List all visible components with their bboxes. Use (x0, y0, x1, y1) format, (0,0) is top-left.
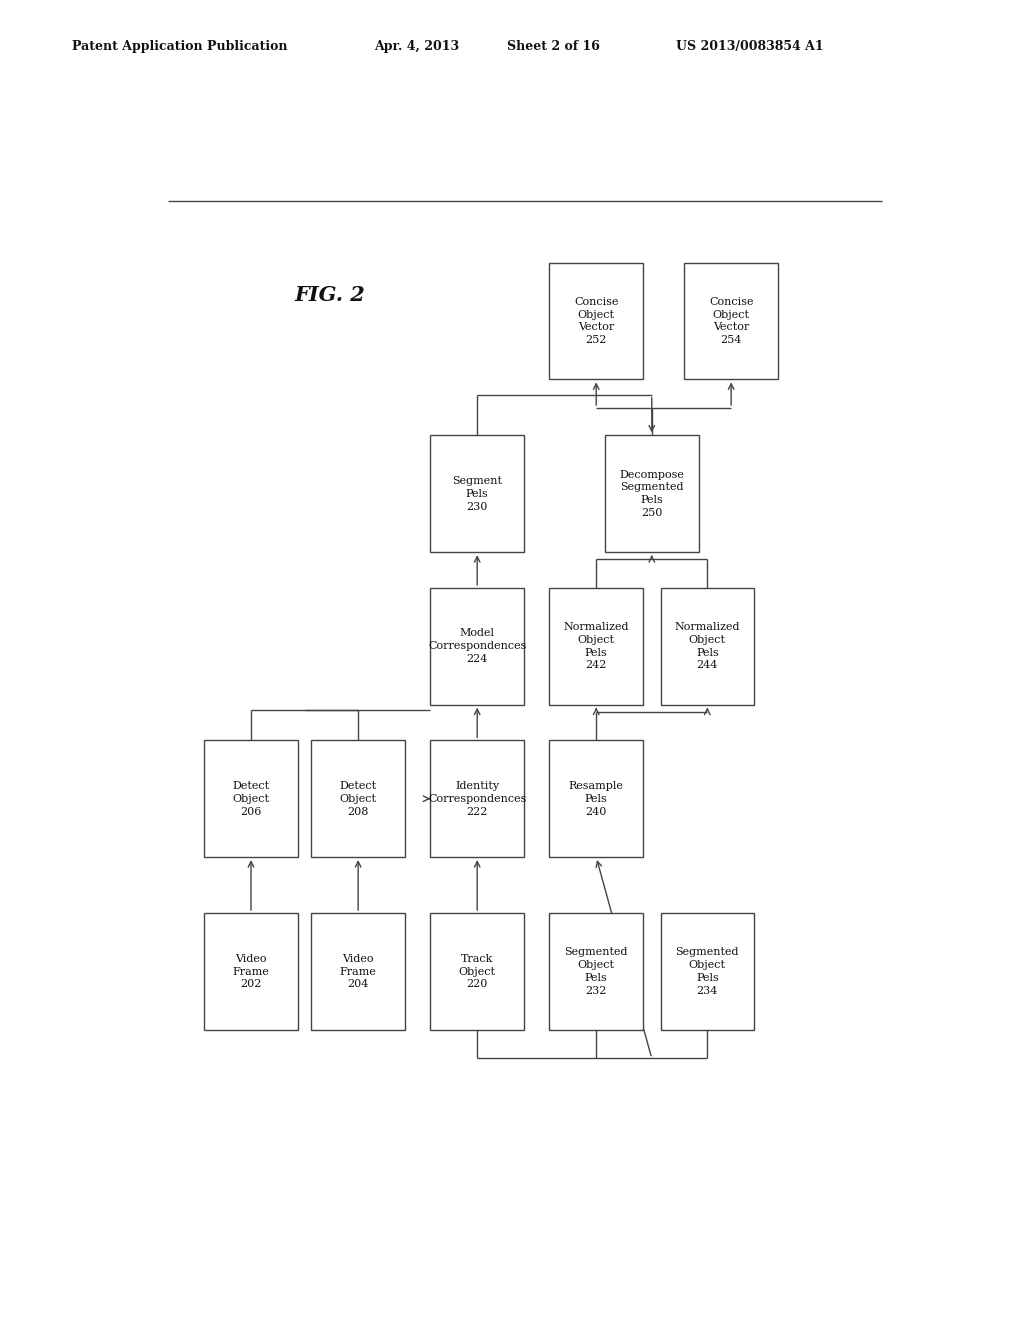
Text: Resample
Pels
240: Resample Pels 240 (568, 781, 624, 817)
Text: Video
Frame
204: Video Frame 204 (340, 954, 377, 989)
Text: Normalized
Object
Pels
244: Normalized Object Pels 244 (675, 622, 740, 671)
FancyBboxPatch shape (430, 741, 524, 857)
Text: US 2013/0083854 A1: US 2013/0083854 A1 (676, 40, 823, 53)
Text: Detect
Object
206: Detect Object 206 (232, 781, 269, 817)
FancyBboxPatch shape (430, 913, 524, 1030)
FancyBboxPatch shape (684, 263, 778, 379)
FancyBboxPatch shape (204, 913, 298, 1030)
Text: Segmented
Object
Pels
232: Segmented Object Pels 232 (564, 948, 628, 995)
FancyBboxPatch shape (430, 587, 524, 705)
Text: Concise
Object
Vector
254: Concise Object Vector 254 (709, 297, 754, 346)
FancyBboxPatch shape (311, 741, 404, 857)
Text: Model
Correspondences
224: Model Correspondences 224 (428, 628, 526, 664)
Text: Segmented
Object
Pels
234: Segmented Object Pels 234 (676, 948, 739, 995)
Text: Decompose
Segmented
Pels
250: Decompose Segmented Pels 250 (620, 470, 684, 517)
FancyBboxPatch shape (550, 263, 643, 379)
Text: Apr. 4, 2013: Apr. 4, 2013 (374, 40, 459, 53)
Text: Track
Object
220: Track Object 220 (459, 954, 496, 989)
Text: Identity
Correspondences
222: Identity Correspondences 222 (428, 781, 526, 817)
FancyBboxPatch shape (660, 913, 754, 1030)
FancyBboxPatch shape (660, 587, 754, 705)
Text: Concise
Object
Vector
252: Concise Object Vector 252 (574, 297, 618, 346)
Text: Patent Application Publication: Patent Application Publication (72, 40, 287, 53)
FancyBboxPatch shape (605, 436, 698, 552)
Text: Sheet 2 of 16: Sheet 2 of 16 (507, 40, 600, 53)
FancyBboxPatch shape (550, 741, 643, 857)
Text: Detect
Object
208: Detect Object 208 (340, 781, 377, 817)
FancyBboxPatch shape (311, 913, 404, 1030)
FancyBboxPatch shape (550, 913, 643, 1030)
Text: Video
Frame
202: Video Frame 202 (232, 954, 269, 989)
FancyBboxPatch shape (550, 587, 643, 705)
FancyBboxPatch shape (204, 741, 298, 857)
Text: FIG. 2: FIG. 2 (295, 285, 366, 305)
FancyBboxPatch shape (430, 436, 524, 552)
Text: Segment
Pels
230: Segment Pels 230 (453, 477, 502, 512)
Text: Normalized
Object
Pels
242: Normalized Object Pels 242 (563, 622, 629, 671)
